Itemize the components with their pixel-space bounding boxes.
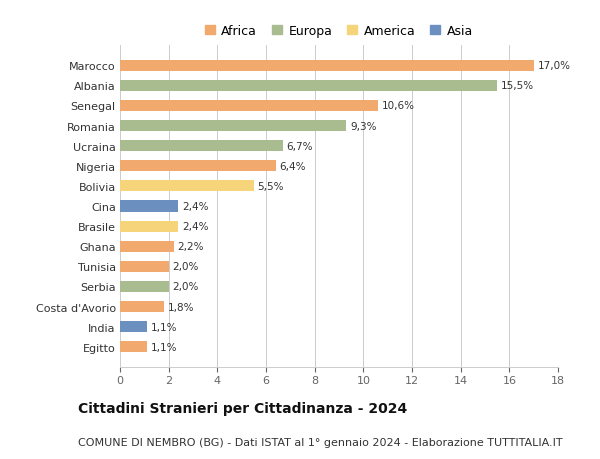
Bar: [120, 221, 178, 232]
Text: 2,0%: 2,0%: [172, 262, 199, 272]
Legend: Africa, Europa, America, Asia: Africa, Europa, America, Asia: [200, 20, 478, 43]
Text: 2,4%: 2,4%: [182, 202, 209, 212]
Text: 17,0%: 17,0%: [538, 61, 571, 71]
Bar: [120, 81, 497, 92]
Bar: [120, 161, 276, 172]
Text: 1,1%: 1,1%: [151, 322, 177, 332]
Text: COMUNE DI NEMBRO (BG) - Dati ISTAT al 1° gennaio 2024 - Elaborazione TUTTITALIA.: COMUNE DI NEMBRO (BG) - Dati ISTAT al 1°…: [78, 437, 563, 448]
Bar: [120, 321, 147, 332]
Bar: [120, 341, 147, 353]
Text: 2,0%: 2,0%: [172, 282, 199, 292]
Bar: [120, 141, 283, 152]
Bar: [120, 201, 178, 212]
Text: 1,8%: 1,8%: [167, 302, 194, 312]
Text: 2,2%: 2,2%: [177, 242, 203, 252]
Text: 6,7%: 6,7%: [287, 141, 313, 151]
Bar: [120, 302, 164, 313]
Bar: [120, 261, 169, 272]
Text: 5,5%: 5,5%: [257, 181, 284, 191]
Bar: [120, 241, 173, 252]
Bar: [120, 121, 346, 132]
Text: Cittadini Stranieri per Cittadinanza - 2024: Cittadini Stranieri per Cittadinanza - 2…: [78, 402, 407, 415]
Bar: [120, 61, 533, 72]
Bar: [120, 181, 254, 192]
Text: 1,1%: 1,1%: [151, 342, 177, 352]
Bar: [120, 281, 169, 292]
Text: 15,5%: 15,5%: [501, 81, 534, 91]
Text: 2,4%: 2,4%: [182, 222, 209, 232]
Text: 9,3%: 9,3%: [350, 121, 376, 131]
Text: 10,6%: 10,6%: [382, 101, 415, 111]
Text: 6,4%: 6,4%: [280, 162, 306, 171]
Bar: [120, 101, 378, 112]
